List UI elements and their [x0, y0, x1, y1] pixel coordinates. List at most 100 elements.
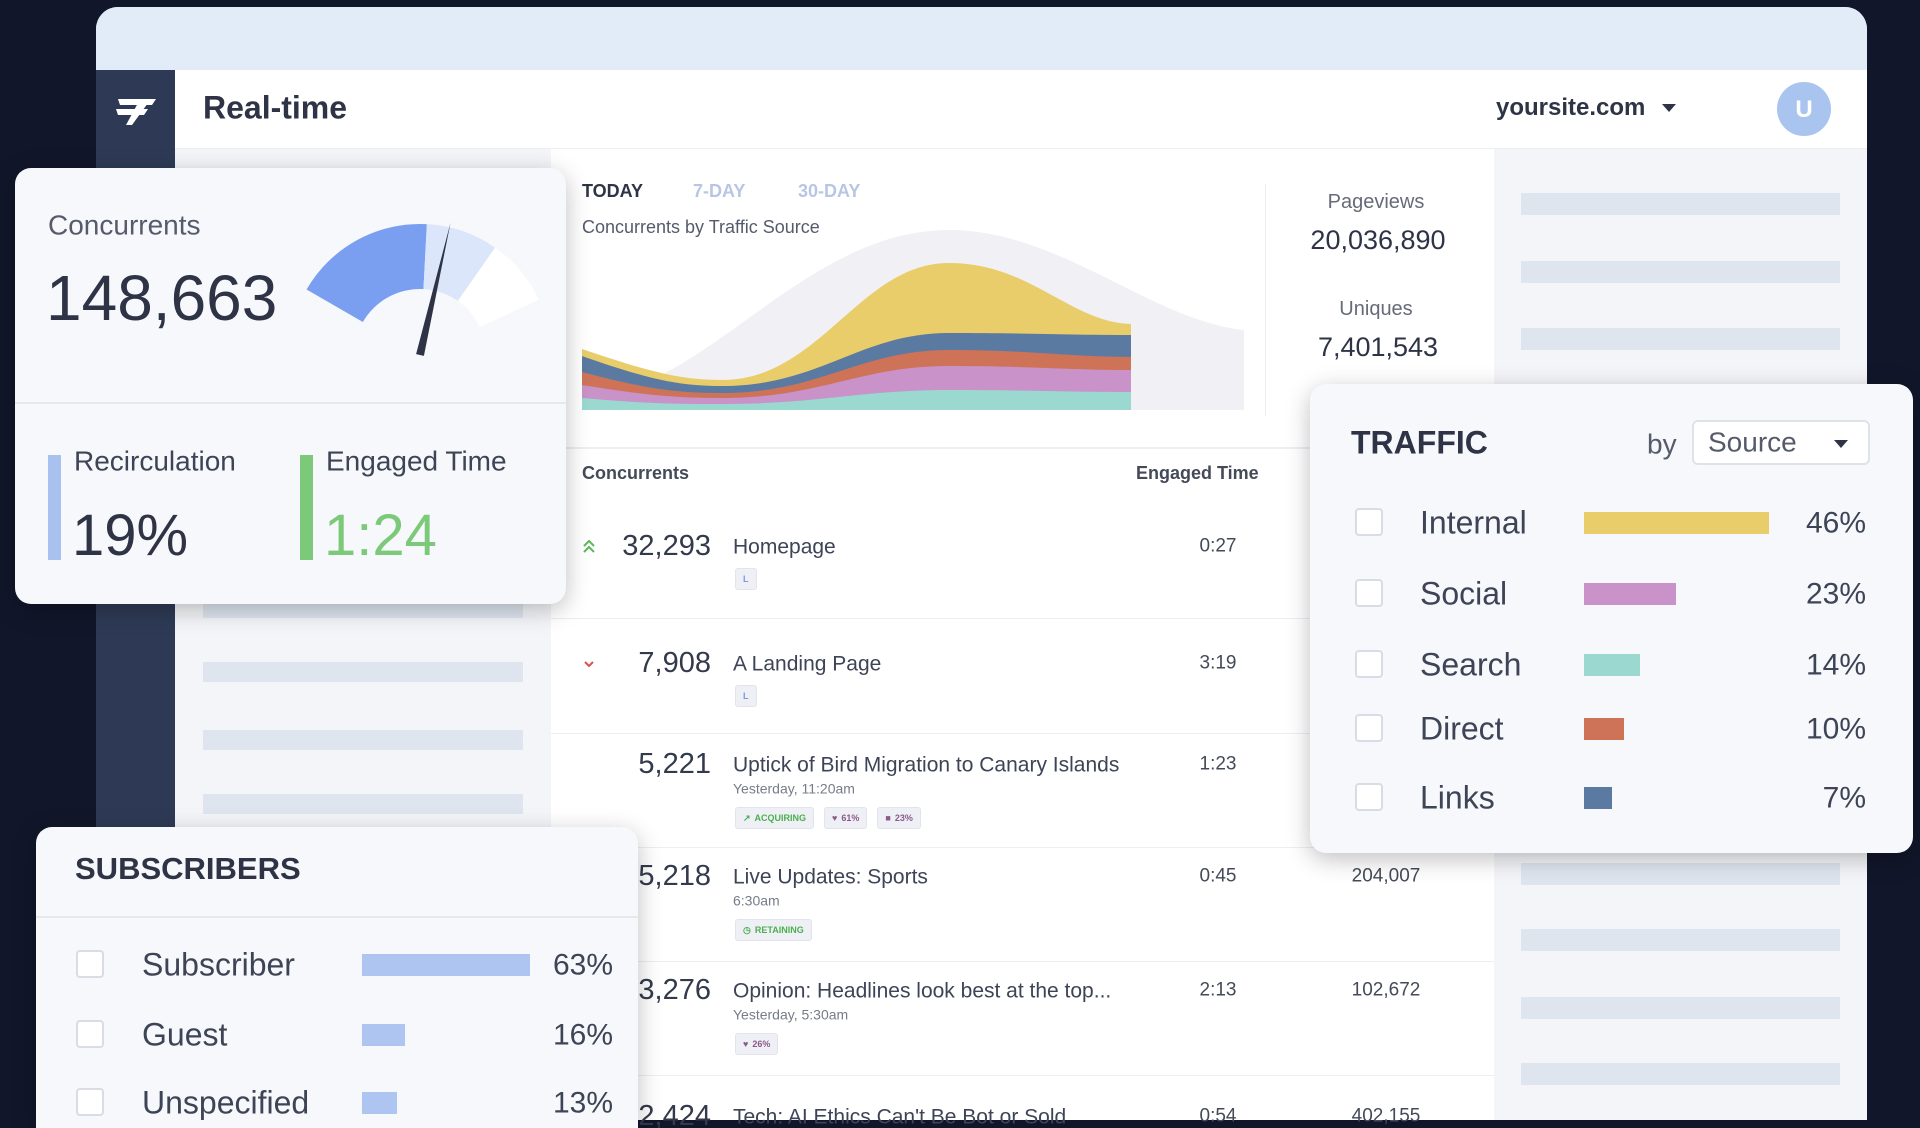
traffic-card: TRAFFIC by Source Internal 46% Social 23% Searc… [1310, 384, 1913, 853]
row-time: Yesterday, 5:30am [733, 1006, 849, 1023]
site-selector[interactable]: yoursite.com [1496, 93, 1646, 121]
row-concurrents: 3,276 [638, 974, 711, 1007]
row-pageviews: 402,155 [1351, 1105, 1421, 1127]
row-engaged: 2:13 [1199, 979, 1237, 1001]
metric-bar [48, 455, 61, 560]
gauge [306, 222, 539, 356]
row-title[interactable]: Opinion: Headlines look best at the top.… [733, 979, 1112, 1003]
bar [1584, 512, 1769, 534]
stat-label: Uniques [1339, 298, 1413, 320]
row-value: 63% [552, 948, 613, 982]
stat-value: 20,036,890 [1310, 225, 1446, 256]
header-bar [96, 70, 1867, 149]
placeholder-bar [1521, 863, 1840, 885]
row-engaged: 0:45 [1199, 865, 1237, 887]
gauge-segment [306, 224, 427, 322]
row-title[interactable]: A Landing Page [733, 652, 882, 676]
card-title: SUBSCRIBERS [75, 850, 301, 886]
tag-text: 26% [752, 1039, 771, 1049]
row-label: Internal [1420, 504, 1527, 541]
bar [1584, 787, 1613, 809]
gauge-segment [423, 224, 496, 301]
row-value: 23% [1805, 577, 1866, 611]
row-concurrents: 7,908 [638, 647, 711, 680]
placeholder-bar [1521, 328, 1840, 350]
checkbox[interactable] [76, 1020, 104, 1048]
bar [1584, 583, 1677, 605]
by-label: by [1647, 428, 1677, 460]
chart-title: Concurrents by Traffic Source [582, 217, 820, 238]
stat-value: 7,401,543 [1317, 332, 1439, 363]
tag-text: ACQUIRING [754, 813, 807, 823]
checkbox[interactable] [1355, 579, 1383, 607]
row-label: Unspecified [142, 1084, 310, 1121]
avatar[interactable] [1777, 82, 1831, 136]
checkbox[interactable] [76, 950, 104, 978]
trend-icon [582, 654, 596, 674]
trend-icon [582, 537, 596, 557]
row-label: Links [1420, 779, 1495, 816]
row-title[interactable]: Uptick of Bird Migration to Canary Islan… [733, 753, 1120, 777]
tag-icon: ◷ [743, 924, 751, 935]
tag: ↗ ACQUIRING [735, 807, 815, 829]
tag-row: ♥ 26% [735, 1033, 1135, 1055]
tag-row: ↗ ACQUIRING ♥ 61% ■ 23% [735, 807, 1135, 829]
top-band [96, 7, 1867, 70]
tag: L [735, 568, 757, 590]
row-concurrents: 5,221 [638, 748, 711, 781]
row-concurrents: 5,218 [638, 860, 711, 893]
row-value: 46% [1805, 506, 1866, 540]
checkbox[interactable] [1355, 508, 1383, 536]
gauge-needle [416, 222, 451, 356]
metric-label: Recirculation [74, 445, 236, 477]
row-title[interactable]: Homepage [733, 535, 836, 559]
row-value: 7% [1822, 781, 1866, 815]
row-title[interactable]: Live Updates: Sports [733, 865, 928, 889]
tag: ◷ RETAINING [735, 919, 812, 941]
tab[interactable]: 7-DAY [693, 181, 746, 202]
row-label: Guest [142, 1016, 228, 1053]
site-caret [1662, 104, 1676, 112]
bar [362, 1024, 405, 1046]
tag-text: L [743, 574, 749, 584]
row-title[interactable]: Tech: AI Ethics Can't Be Bot or Sold [733, 1105, 1067, 1128]
checkbox[interactable] [1355, 714, 1383, 742]
metric-label: Engaged Time [326, 445, 507, 477]
metric-value: 19% [72, 503, 189, 569]
tag-text: L [743, 691, 749, 701]
tag-row: L [735, 568, 1135, 590]
tab[interactable]: TODAY [582, 181, 644, 202]
concurrents-card: Concurrents 148,663 Recirculation 19% Engage… [15, 168, 566, 604]
row-value: 16% [552, 1018, 613, 1052]
row-pageviews: 102,672 [1351, 979, 1421, 1001]
row-time: Yesterday, 11:20am [733, 780, 855, 797]
placeholder-bar [203, 662, 523, 682]
bar [1584, 654, 1641, 676]
tag-icon: ♥ [743, 1039, 749, 1049]
tag: ♥ 61% [824, 807, 868, 829]
checkbox[interactable] [1355, 650, 1383, 678]
tag-row: L [735, 685, 1135, 707]
row-label: Search [1420, 646, 1522, 683]
logo [116, 99, 156, 125]
placeholder-bar [1521, 261, 1840, 283]
row-label: Direct [1420, 710, 1504, 747]
tab[interactable]: 30-DAY [798, 181, 861, 202]
placeholder-bar [1521, 997, 1840, 1019]
card-label: Concurrents [48, 209, 201, 241]
tag-text: 61% [841, 813, 860, 823]
bar [362, 1092, 397, 1114]
gauge-segment [457, 247, 539, 328]
row-value: 10% [1805, 712, 1866, 746]
divider [1265, 184, 1266, 416]
tag-icon: ■ [885, 813, 891, 823]
placeholder-bar [203, 794, 523, 814]
row-label: Social [1420, 575, 1508, 612]
tag-text: 23% [894, 813, 913, 823]
row-engaged: 3:19 [1199, 652, 1237, 674]
metric-bar [300, 455, 313, 560]
subscribers-card: SUBSCRIBERS Subscriber 63% Guest 16% Unspecif… [36, 827, 638, 1128]
checkbox[interactable] [76, 1088, 104, 1116]
tag-text: RETAINING [754, 925, 804, 935]
checkbox[interactable] [1355, 783, 1383, 811]
